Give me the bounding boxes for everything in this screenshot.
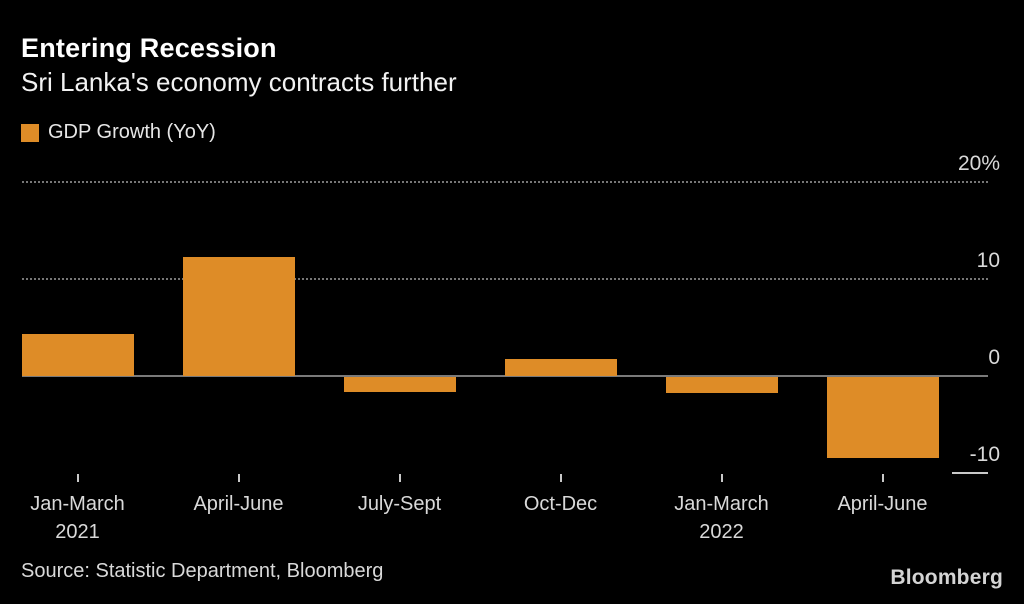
axis-segment [952, 472, 988, 474]
bar [665, 377, 778, 393]
x-axis-tick [398, 474, 401, 482]
x-axis-tick [559, 474, 562, 482]
x-axis-tick [76, 474, 79, 482]
x-axis-label: July-Sept [290, 490, 510, 518]
x-axis-label: April-June [129, 490, 349, 518]
bar [504, 358, 617, 376]
x-axis-label: Jan-March 2022 [612, 490, 832, 546]
x-axis-label-line: Jan-March [674, 493, 769, 515]
source-note: Source: Statistic Department, Bloomberg [21, 560, 384, 582]
x-axis-label-line: 2022 [699, 521, 744, 543]
x-axis-tick [720, 474, 723, 482]
x-axis-label-line: July-Sept [357, 493, 442, 515]
x-axis-label-line: April-June [193, 493, 284, 515]
legend: GDP Growth (YoY) [21, 121, 216, 144]
gridline [22, 181, 988, 183]
x-axis-label-line: 2021 [55, 521, 100, 543]
bar [182, 256, 295, 376]
bar [826, 377, 939, 459]
y-axis-label: -10 [969, 443, 1000, 466]
bar [21, 334, 134, 376]
y-axis-label: 0 [988, 346, 1000, 369]
legend-label: GDP Growth (YoY) [48, 121, 216, 143]
y-axis-label: 20% [957, 152, 1000, 175]
legend-swatch-icon [21, 123, 39, 142]
x-axis-label: April-June [773, 490, 993, 518]
bar [343, 377, 456, 392]
x-axis-label: Jan-March 2021 [0, 490, 188, 546]
x-axis-label-line: April-June [837, 493, 928, 515]
x-axis-tick [237, 474, 240, 482]
chart-subtitle: Sri Lanka's economy contracts further [21, 67, 457, 97]
y-axis-label: 10 [976, 249, 1000, 272]
bloomberg-logo: Bloomberg [890, 566, 1003, 589]
x-axis-label-line: Jan-March [30, 493, 125, 515]
gridline [22, 278, 988, 280]
x-axis-label: Oct-Dec [451, 490, 671, 518]
x-axis-tick [881, 474, 884, 482]
x-axis-label-line: Oct-Dec [523, 493, 598, 515]
zero-baseline [22, 375, 988, 377]
chart-title: Entering Recession [21, 33, 277, 63]
